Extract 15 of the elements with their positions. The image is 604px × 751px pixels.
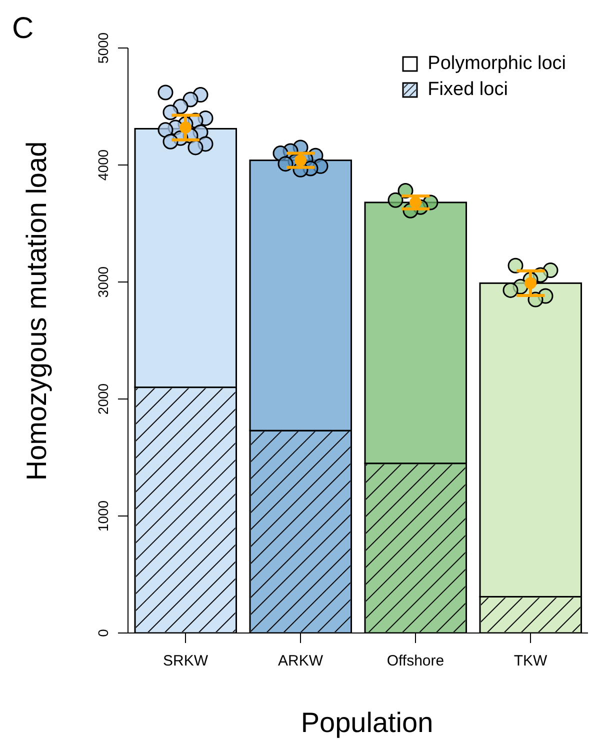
chart-title: C: [12, 12, 34, 46]
y-tick-label: 0: [95, 628, 111, 637]
x-tick-label: SRKW: [163, 652, 209, 670]
x-tick-label: Offshore: [386, 652, 444, 670]
y-axis-title: Homozygous mutation load: [21, 140, 53, 480]
y-tick-label: 5000: [95, 32, 111, 64]
x-tick-label: ARKW: [278, 652, 324, 670]
y-tick-label: 4000: [95, 149, 111, 181]
y-tick-label: 2000: [95, 383, 111, 415]
x-axis-title: Population: [300, 707, 434, 739]
legend-label: Fixed loci: [428, 79, 508, 101]
x-tick-label: TKW: [514, 652, 548, 670]
y-tick-label: 1000: [95, 500, 111, 532]
y-tick-label: 3000: [95, 266, 111, 298]
legend-label: Polymorphic loci: [428, 53, 566, 75]
